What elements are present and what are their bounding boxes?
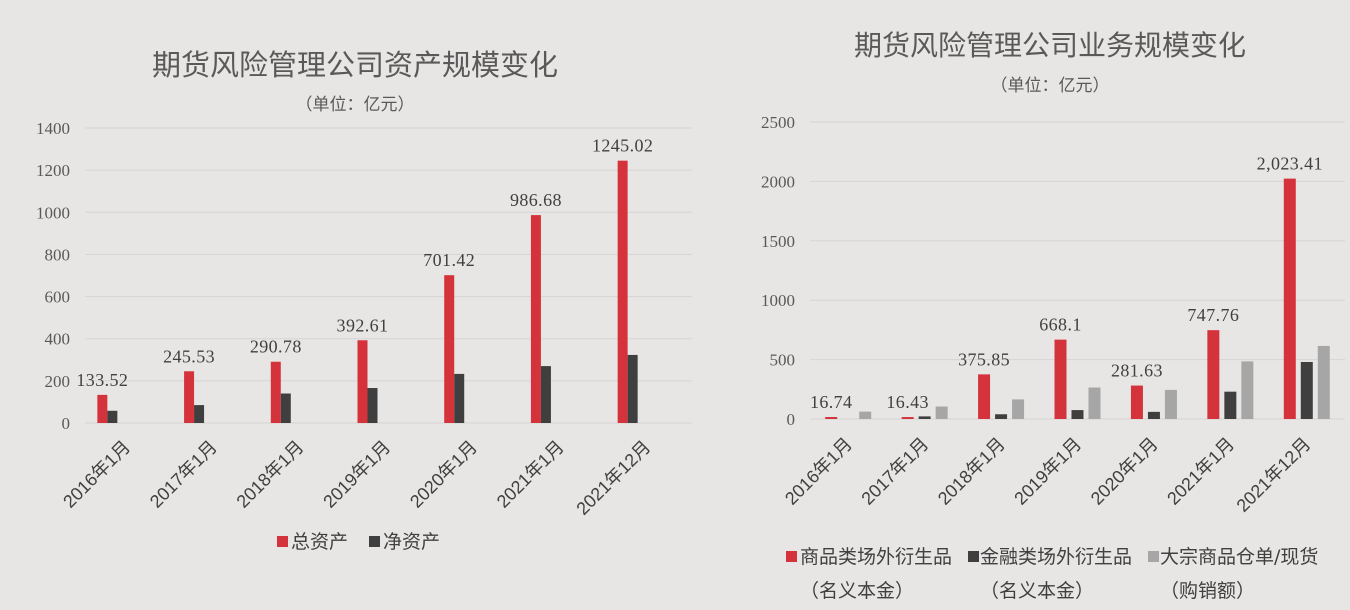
data-label: 986.68 [510, 190, 562, 210]
bar [1054, 339, 1067, 419]
x-tick-label: 2019年1月 [1010, 434, 1085, 509]
bar [357, 340, 368, 423]
bar [540, 366, 551, 423]
legend-label: 金融类场外衍生品（名义本金） [980, 546, 1132, 602]
x-tick-label: 2016年1月 [781, 434, 856, 509]
x-tick-label: 2021年1月 [1163, 434, 1238, 509]
data-label: 245.53 [163, 346, 215, 366]
data-label: 375.85 [958, 349, 1010, 369]
data-label: 2,023.41 [1257, 154, 1323, 174]
bar [97, 394, 108, 423]
legend-label: 净资产 [383, 531, 440, 553]
y-tick-label: 400 [45, 330, 71, 349]
bar [184, 371, 195, 423]
bar [1283, 178, 1296, 419]
y-tick-label: 1500 [761, 232, 795, 251]
data-label: 392.61 [337, 315, 389, 335]
x-tick-label: 2017年1月 [146, 437, 221, 512]
x-tick-label: 2017年1月 [857, 434, 932, 509]
bar [194, 405, 205, 423]
bar [280, 393, 291, 423]
data-label: 16.74 [810, 392, 853, 412]
bar [859, 411, 872, 419]
bar [1147, 411, 1160, 419]
data-label: 133.52 [76, 370, 128, 390]
bar [935, 406, 948, 419]
bar [1241, 361, 1254, 419]
legend-label: 总资产 [291, 531, 348, 553]
legend-label: 大宗商品仓单/现货（购销额） [1160, 546, 1318, 602]
bar [1300, 361, 1313, 419]
bar [270, 361, 281, 423]
y-tick-label: 200 [45, 372, 71, 391]
bar [1130, 385, 1143, 419]
legend-swatch [786, 551, 797, 562]
y-tick-label: 1200 [36, 161, 70, 180]
data-label: 290.78 [250, 337, 302, 357]
bar [367, 388, 378, 423]
chart-title: 期货风险管理公司资产规模变化 [152, 48, 558, 82]
x-tick-label: 2021年12月 [572, 437, 654, 519]
x-tick-label: 2016年1月 [59, 437, 134, 512]
plot-area: 0 200 400 600 800 1000 1200 1400 2016年1月 133.52 20… [36, 119, 692, 553]
chart-title: 期货风险管理公司业务规模变化 [854, 29, 1246, 62]
bar [617, 160, 628, 423]
x-tick-label: 2018年1月 [934, 434, 1009, 509]
bar [444, 275, 455, 423]
x-tick-label: 2021年12月 [1233, 434, 1315, 516]
y-tick-label: 0 [62, 414, 71, 433]
y-tick-label: 0 [787, 410, 796, 429]
bar [1071, 410, 1084, 419]
data-label: 281.63 [1111, 361, 1163, 381]
y-tick-label: 2500 [761, 113, 795, 132]
bar [1207, 330, 1220, 419]
bar [1088, 387, 1101, 419]
x-tick-label: 2020年1月 [406, 437, 481, 512]
legend-swatch [277, 536, 288, 547]
legend-swatch [968, 551, 979, 562]
legend-swatch [369, 536, 380, 547]
data-label: 1245.02 [592, 136, 653, 156]
data-label: 747.76 [1187, 305, 1239, 325]
bar [978, 374, 991, 419]
bar [1164, 389, 1177, 419]
legend-label: 商品类场外衍生品（名义本金） [800, 546, 952, 602]
bar [627, 354, 638, 423]
data-label: 16.43 [886, 392, 929, 412]
data-label: 701.42 [423, 250, 475, 270]
bar [1012, 399, 1025, 419]
bar [530, 215, 541, 423]
chart-subtitle: （单位：亿元） [296, 95, 415, 115]
asset-scale-chart: 期货风险管理公司资产规模变化 （单位：亿元） 0 200 400 600 800 1000… [36, 48, 692, 553]
bar [918, 416, 931, 419]
bar [1317, 345, 1330, 419]
y-tick-label: 500 [770, 351, 796, 370]
x-tick-label: 2019年1月 [319, 437, 394, 512]
bar [995, 414, 1008, 419]
bar [901, 417, 914, 419]
business-scale-chart: 期货风险管理公司业务规模变化 （单位：亿元） 0 500 1000 1500 2000 2… [761, 29, 1345, 602]
x-tick-label: 2018年1月 [233, 437, 308, 512]
x-tick-label: 2021年1月 [493, 437, 568, 512]
data-label: 668.1 [1039, 315, 1082, 335]
plot-area: 0 500 1000 1500 2000 2500 2016年1月 16.74 2017年1月 1… [761, 113, 1345, 602]
bar [825, 417, 838, 419]
bar [454, 373, 465, 423]
y-tick-label: 1400 [36, 119, 70, 138]
x-tick-label: 2020年1月 [1087, 434, 1162, 509]
y-tick-label: 2000 [761, 172, 795, 191]
y-tick-label: 1000 [761, 291, 795, 310]
bar [1224, 391, 1237, 419]
y-tick-label: 1000 [36, 203, 70, 222]
bar [107, 410, 118, 423]
chart-subtitle: （单位：亿元） [991, 76, 1110, 96]
legend-swatch [1148, 551, 1159, 562]
y-tick-label: 600 [45, 288, 71, 307]
y-tick-label: 800 [45, 245, 71, 264]
